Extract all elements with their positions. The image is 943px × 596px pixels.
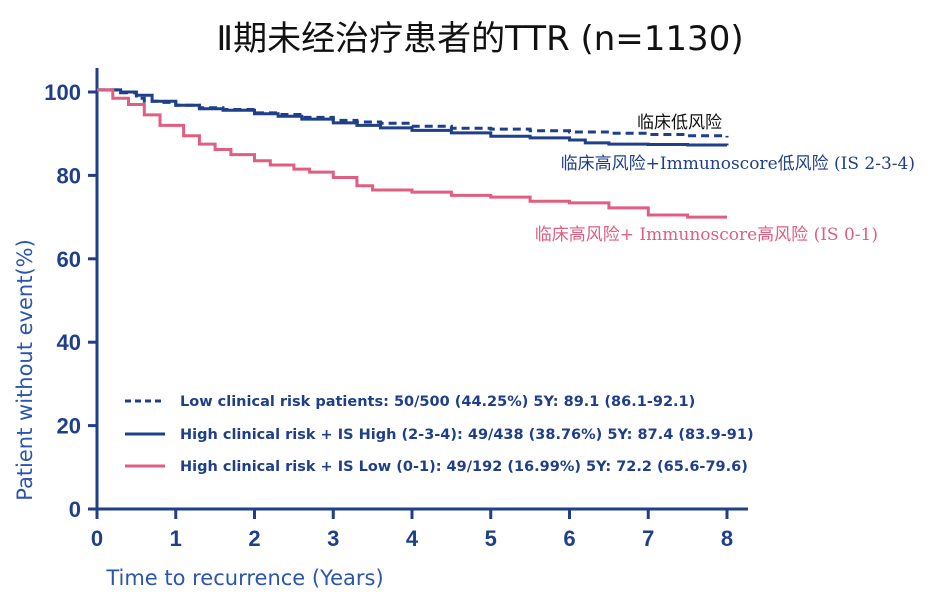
x-tick-label: 7 (642, 526, 654, 551)
x-axis-label: Time to recurrence (Years) (105, 566, 383, 590)
x-tick-label: 1 (170, 526, 182, 551)
legend-label-high-risk-is-low: High clinical risk + IS Low (0-1): 49/19… (180, 459, 748, 475)
legend-label-high-risk-is-high: High clinical risk + IS High (2-3-4): 49… (180, 427, 754, 443)
curve-high-risk-is-high (97, 88, 729, 147)
y-ticks: 0 20 40 60 80 100 (44, 80, 97, 522)
x-tick-label: 8 (721, 526, 733, 551)
y-tick-label: 40 (57, 330, 81, 355)
y-tick-label: 20 (57, 414, 81, 439)
x-ticks: 0 1 2 3 4 5 6 7 8 (91, 509, 733, 551)
survival-curves (97, 88, 729, 219)
x-tick-label: 2 (248, 526, 260, 551)
y-axis-label: Patient without event(%) (13, 239, 37, 501)
x-tick-label: 6 (563, 526, 575, 551)
x-tick-label: 3 (327, 526, 339, 551)
y-tick-label: 0 (69, 497, 81, 522)
x-tick-label: 4 (406, 526, 419, 551)
legend: Low clinical risk patients: 50/500 (44.2… (125, 394, 754, 475)
y-tick-label: 80 (57, 163, 81, 188)
annotation-low-clinical-risk: 临床低风险 (637, 113, 722, 133)
legend-label-low-clinical-risk: Low clinical risk patients: 50/500 (44.2… (180, 394, 695, 410)
x-tick-label: 0 (91, 526, 103, 551)
y-tick-label: 60 (57, 247, 81, 272)
annotation-high-risk-is-high: 临床高风险+Immunoscore低风险 (IS 2-3-4) (561, 154, 915, 174)
x-tick-label: 5 (485, 526, 497, 551)
chart-title: Ⅱ期未经治疗患者的TTR (n=1130) (216, 19, 743, 59)
y-tick-label: 100 (44, 80, 81, 105)
curve-high-risk-is-low (97, 88, 727, 219)
annotation-high-risk-is-low: 临床高风险+ Immunoscore高风险 (IS 0-1) (535, 225, 878, 245)
